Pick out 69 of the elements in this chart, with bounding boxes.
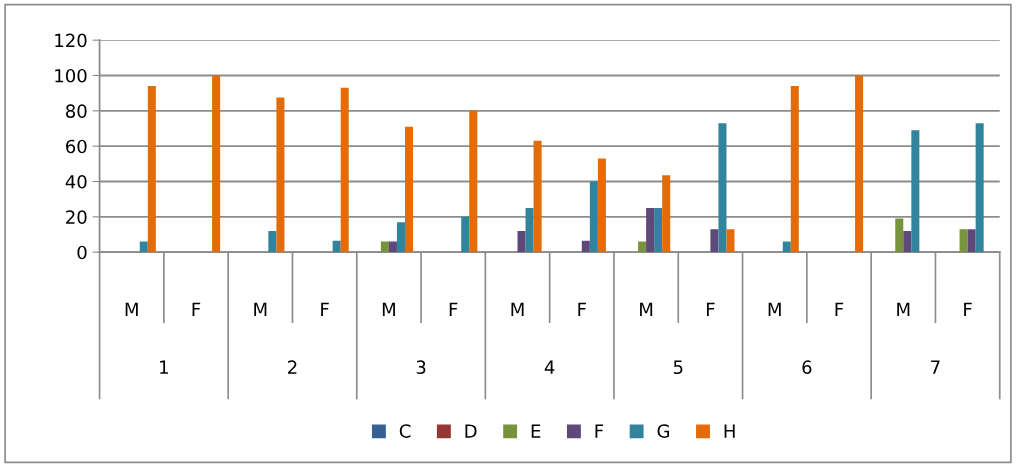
bar — [147, 86, 156, 253]
bar — [967, 229, 976, 253]
y-tick-label: 100 — [55, 68, 87, 83]
legend-label: D — [465, 424, 477, 438]
bar — [959, 229, 968, 253]
x-tick-label: M — [382, 302, 395, 316]
bar — [597, 158, 606, 253]
bar — [533, 140, 542, 253]
text: 4 — [544, 360, 555, 374]
x-tick-label: M — [511, 302, 524, 316]
x-tick-label: F — [706, 302, 715, 316]
x-tick-label: F — [835, 302, 844, 316]
x-tick-label: M — [897, 302, 910, 316]
bar — [517, 230, 526, 253]
bar — [903, 230, 912, 253]
legend-label: C — [399, 424, 411, 438]
bar — [646, 208, 655, 253]
x-tick-label: F — [449, 302, 458, 316]
x-tick-label: M — [768, 302, 781, 316]
bar — [581, 240, 590, 253]
bar — [790, 86, 799, 253]
bar — [212, 75, 221, 253]
bar — [975, 123, 984, 253]
x-tick-label: F — [578, 302, 586, 316]
bar — [710, 229, 719, 253]
y-tick-label: 80 — [66, 104, 87, 118]
bar — [404, 126, 414, 253]
y-tick-label: 60 — [66, 139, 87, 154]
bar — [662, 175, 671, 253]
x-tick-label: F — [192, 302, 201, 316]
legend-label: E — [531, 424, 541, 438]
bar — [469, 110, 478, 253]
y-tick-label: 120 — [55, 33, 87, 48]
y-tick-label: 20 — [66, 210, 87, 224]
text: 3 — [416, 360, 426, 375]
bar — [268, 230, 277, 253]
legend-label: F — [595, 424, 604, 438]
text: 1 — [160, 360, 168, 374]
x-tick-label: F — [964, 302, 972, 316]
x-tick-label: F — [321, 302, 329, 316]
x-tick-label: M — [254, 302, 267, 316]
bar — [139, 241, 148, 253]
bar — [276, 97, 285, 253]
text: 5 — [673, 360, 683, 375]
text: 6 — [802, 360, 812, 375]
bar — [895, 218, 904, 253]
bar — [340, 87, 349, 253]
bar — [654, 208, 663, 253]
bar — [396, 222, 405, 253]
y-tick-label: 0 — [77, 245, 87, 260]
x-tick-label: M — [125, 302, 138, 316]
bar — [911, 130, 920, 253]
text: 7 — [931, 360, 940, 374]
bar — [332, 240, 341, 253]
bar — [782, 241, 791, 253]
bar — [525, 208, 534, 253]
bar — [718, 123, 727, 253]
legend-label: G — [657, 424, 670, 438]
text: 2 — [288, 360, 297, 374]
y-tick-label: 40 — [65, 174, 87, 189]
bar — [589, 181, 598, 253]
bar — [388, 241, 397, 253]
bar — [855, 75, 864, 253]
bar — [461, 216, 470, 253]
x-tick-label: M — [640, 302, 653, 316]
bar — [726, 229, 735, 253]
legend-label: H — [724, 424, 735, 438]
bar — [638, 241, 647, 253]
bar — [380, 241, 389, 253]
